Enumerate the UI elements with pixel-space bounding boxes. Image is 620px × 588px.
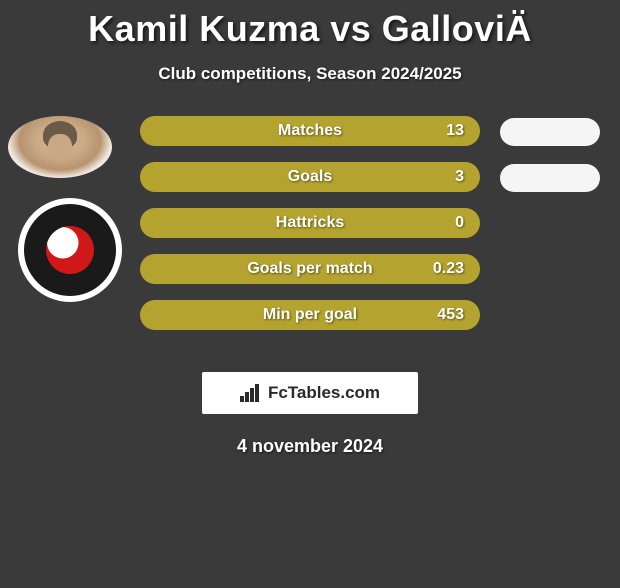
stat-label: Hattricks <box>276 214 344 232</box>
blank-pill <box>500 118 600 146</box>
stat-bar: Min per goal 453 <box>140 300 480 330</box>
club-logo-text <box>18 198 122 302</box>
date-text: 4 november 2024 <box>0 436 620 457</box>
bar-chart-icon <box>240 384 262 402</box>
comparison-content: Matches 13 Goals 3 Hattricks 0 Goals per match… <box>0 116 620 346</box>
page-title: Kamil Kuzma vs GalloviÄ <box>0 8 620 50</box>
stat-label: Goals <box>288 168 332 186</box>
stat-value-right: 453 <box>437 306 464 324</box>
stat-value-right: 0 <box>455 214 464 232</box>
right-pills <box>500 116 600 210</box>
club-logo <box>18 198 122 302</box>
stat-bar: Hattricks 0 <box>140 208 480 238</box>
stat-value-right: 3 <box>455 168 464 186</box>
stat-bar: Goals per match 0.23 <box>140 254 480 284</box>
stat-value-right: 0.23 <box>433 260 464 278</box>
stat-label: Min per goal <box>263 306 357 324</box>
brand-badge: FcTables.com <box>202 372 418 414</box>
stat-label: Matches <box>278 122 342 140</box>
player-avatar <box>8 116 112 178</box>
stat-value-right: 13 <box>446 122 464 140</box>
blank-pill <box>500 164 600 192</box>
stat-bars: Matches 13 Goals 3 Hattricks 0 Goals per match… <box>140 116 480 346</box>
stat-bar: Goals 3 <box>140 162 480 192</box>
brand-text: FcTables.com <box>268 383 380 403</box>
stat-bar: Matches 13 <box>140 116 480 146</box>
stat-label: Goals per match <box>247 260 372 278</box>
page-subtitle: Club competitions, Season 2024/2025 <box>0 64 620 84</box>
